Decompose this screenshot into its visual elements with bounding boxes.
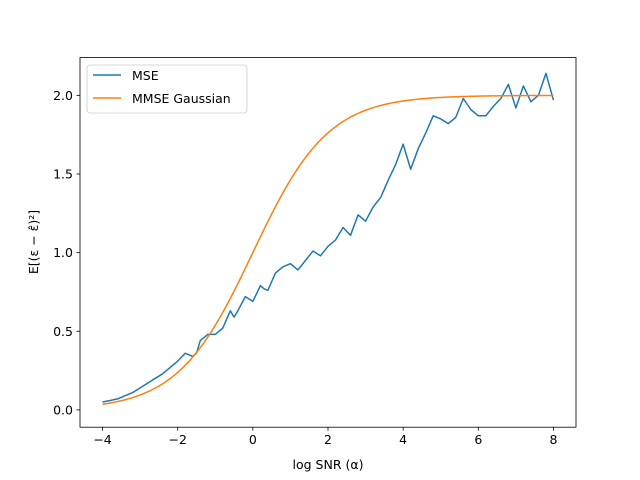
- x-tick-label: 8: [549, 432, 557, 447]
- y-tick-label: 0.0: [53, 402, 73, 417]
- x-tick-label: 6: [474, 432, 482, 447]
- x-tick-label: 4: [399, 432, 407, 447]
- y-tick-label: 1.5: [53, 166, 73, 181]
- x-tick-label: −4: [93, 432, 111, 447]
- legend-box: [86, 64, 248, 114]
- x-axis-label: log SNR (α): [293, 457, 364, 472]
- legend-label-mmse-gaussian: MMSE Gaussian: [132, 91, 231, 106]
- x-axis-ticks: −4 −2 0 2 4 6 8: [93, 427, 557, 447]
- plot-frame: [79, 57, 577, 428]
- legend: MSE MMSE Gaussian: [86, 64, 248, 114]
- x-tick-label: 0: [249, 432, 257, 447]
- plot-lines: [102, 72, 555, 405]
- y-tick-label: 0.5: [53, 324, 73, 339]
- legend-label-mse: MSE: [132, 68, 159, 83]
- series-line-mmse-gaussian: [102, 94, 554, 405]
- y-tick-label: 2.0: [53, 88, 73, 103]
- x-tick-label: −2: [168, 432, 186, 447]
- y-axis-ticks: 0.0 0.5 1.0 1.5 2.0: [53, 88, 80, 417]
- x-tick-label: 2: [324, 432, 332, 447]
- y-tick-label: 1.0: [53, 245, 73, 260]
- series-line-mse: [102, 72, 555, 403]
- y-axis-label: E[(ε − ε̂)²]: [26, 210, 41, 274]
